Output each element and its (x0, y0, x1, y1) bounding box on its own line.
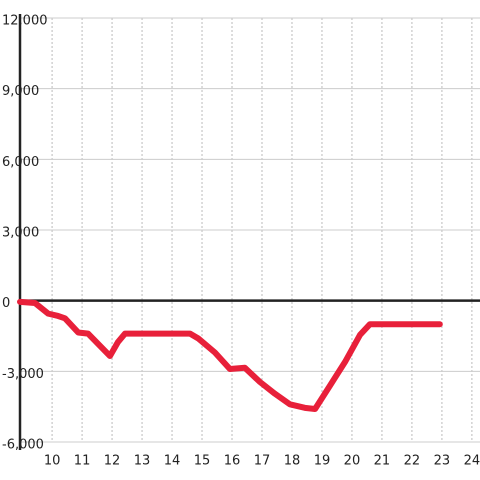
y-tick-label: 12,000 (2, 14, 48, 29)
x-tick-label: 23 (434, 454, 451, 469)
x-tick-label: 22 (404, 454, 421, 469)
x-tick-label: 21 (374, 454, 391, 469)
x-tick-label: 18 (284, 454, 301, 469)
x-tick-label: 15 (194, 454, 211, 469)
x-tick-label: 20 (344, 454, 361, 469)
y-tick-label: -3,000 (2, 367, 44, 382)
x-tick-label: 11 (74, 454, 91, 469)
x-tick-label: 14 (164, 454, 181, 469)
x-tick-label: 19 (314, 454, 331, 469)
y-tick-label: 0 (2, 296, 10, 311)
x-tick-label: 12 (104, 454, 121, 469)
x-tick-label: 16 (224, 454, 241, 469)
x-tick-label: 13 (134, 454, 151, 469)
x-tick-label: 10 (44, 454, 61, 469)
x-tick-label: 17 (254, 454, 271, 469)
data-line (17, 298, 443, 413)
x-tick-label: 24 (464, 454, 480, 469)
y-tick-label: -6,000 (2, 438, 44, 453)
